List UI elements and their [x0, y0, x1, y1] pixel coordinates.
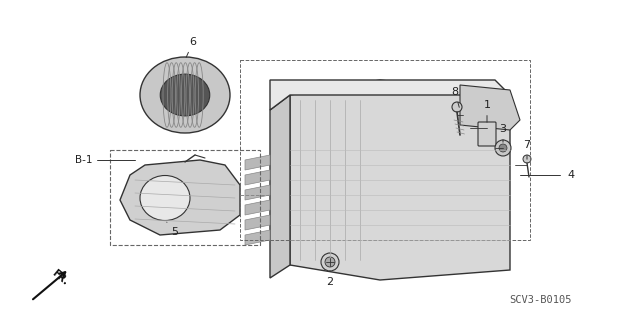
Text: 7: 7 — [524, 140, 531, 159]
Polygon shape — [120, 160, 240, 235]
Text: 5: 5 — [167, 222, 179, 237]
Circle shape — [452, 102, 462, 112]
Polygon shape — [270, 80, 510, 110]
Text: 1: 1 — [483, 100, 490, 122]
Polygon shape — [270, 95, 290, 278]
Text: SCV3-B0105: SCV3-B0105 — [509, 295, 572, 305]
Circle shape — [523, 155, 531, 163]
Text: 4: 4 — [567, 170, 574, 180]
Ellipse shape — [160, 74, 210, 116]
Polygon shape — [245, 155, 270, 170]
Ellipse shape — [140, 57, 230, 133]
Text: B-1: B-1 — [74, 155, 92, 165]
Text: 2: 2 — [326, 271, 333, 287]
Text: 8: 8 — [451, 87, 460, 107]
Text: 3: 3 — [499, 124, 506, 142]
Circle shape — [495, 140, 511, 156]
Polygon shape — [245, 230, 270, 245]
Polygon shape — [245, 170, 270, 185]
Polygon shape — [245, 215, 270, 230]
Polygon shape — [460, 85, 520, 130]
Text: 6: 6 — [186, 37, 196, 57]
Circle shape — [325, 257, 335, 267]
Polygon shape — [290, 80, 510, 280]
Polygon shape — [245, 200, 270, 215]
Polygon shape — [245, 185, 270, 200]
Text: FR.: FR. — [50, 267, 70, 286]
Ellipse shape — [140, 175, 190, 220]
Circle shape — [321, 253, 339, 271]
Circle shape — [499, 144, 507, 152]
FancyBboxPatch shape — [478, 122, 496, 146]
